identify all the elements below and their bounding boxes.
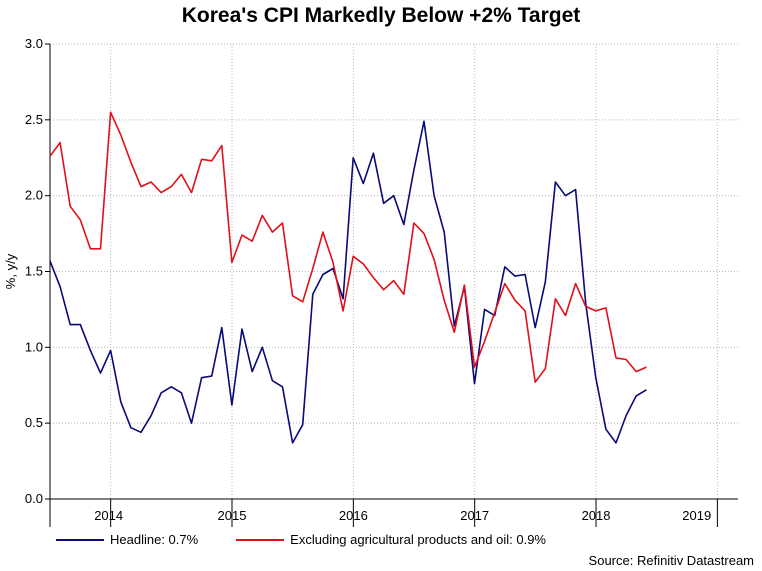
x-tick-label: 2017 [460,508,489,523]
legend-label-headline: Headline: 0.7% [110,532,199,547]
x-tick-label: 2019 [682,508,711,523]
legend-item-core: Excluding agricultural products and oil:… [236,532,546,547]
y-tick-label: 1.0 [25,339,43,354]
y-tick-label: 1.5 [25,264,43,279]
legend-swatch-core [236,538,285,541]
line-chart: 0.0 0.5 1.0 1.5 2.0 2.5 3.0 2014 2015 2016 2017 201… [3,36,738,527]
legend: Headline: 0.7% Excluding agricultural pr… [56,532,584,547]
y-tick-label: 2.5 [25,112,43,127]
legend-swatch-headline [56,538,104,541]
legend-label-core: Excluding agricultural products and oil:… [290,532,546,547]
series-line-headline [49,120,647,444]
y-tick-label: 3.0 [25,36,43,51]
x-tick-label: 2018 [582,508,611,523]
chart-title: Korea's CPI Markedly Below +2% Target [181,4,581,27]
source-note: Source: Refinitiv Datastream [588,553,754,568]
y-axis-label: %, y/y [3,253,18,289]
x-tick-label: 2014 [94,508,123,523]
x-tick-label: 2015 [218,508,247,523]
y-tick-label: 0.0 [25,491,43,506]
legend-item-headline: Headline: 0.7% [56,532,198,547]
x-tick-label: 2016 [339,508,368,523]
y-tick-label: 0.5 [25,415,43,430]
series-line-core [49,111,647,384]
y-tick-label: 2.0 [25,188,43,203]
